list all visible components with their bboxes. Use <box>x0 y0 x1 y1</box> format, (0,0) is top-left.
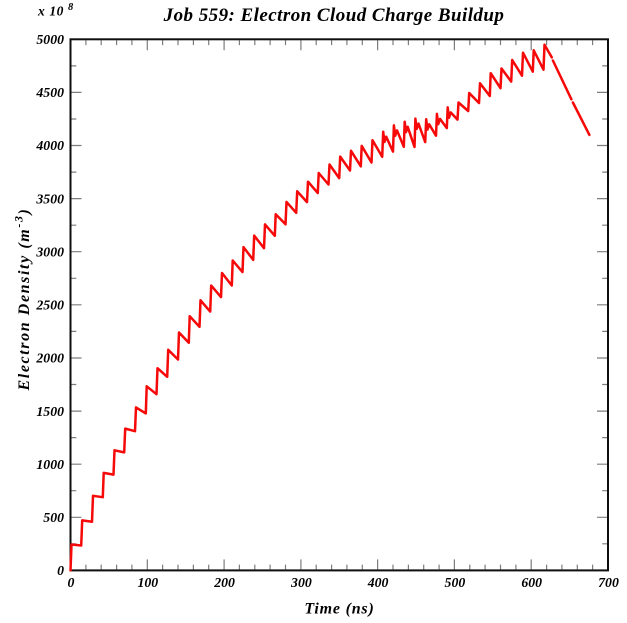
svg-text:Time (ns): Time (ns) <box>304 600 374 617</box>
svg-text:3000: 3000 <box>35 244 64 259</box>
svg-text:8: 8 <box>68 2 74 13</box>
svg-text:300: 300 <box>290 575 312 590</box>
svg-text:600: 600 <box>521 575 542 590</box>
svg-text:x 10: x 10 <box>37 4 64 19</box>
svg-text:4000: 4000 <box>35 138 64 153</box>
svg-text:Job 559: Electron Cloud Charge: Job 559: Electron Cloud Charge Buildup <box>163 5 505 26</box>
svg-text:500: 500 <box>43 510 64 525</box>
svg-text:2000: 2000 <box>35 351 64 366</box>
svg-text:700: 700 <box>598 575 619 590</box>
svg-text:2500: 2500 <box>35 298 64 313</box>
svg-text:400: 400 <box>367 575 389 590</box>
svg-text:Electron Density (m-3): Electron Density (m-3) <box>12 208 34 392</box>
svg-text:1000: 1000 <box>36 457 64 472</box>
svg-text:1500: 1500 <box>36 404 64 419</box>
svg-text:0: 0 <box>57 563 64 578</box>
svg-text:4500: 4500 <box>35 85 64 100</box>
svg-text:500: 500 <box>445 575 466 590</box>
svg-text:200: 200 <box>213 575 235 590</box>
svg-text:0: 0 <box>68 575 75 590</box>
svg-text:5000: 5000 <box>36 32 64 47</box>
svg-text:3500: 3500 <box>35 191 64 206</box>
svg-text:100: 100 <box>137 575 158 590</box>
